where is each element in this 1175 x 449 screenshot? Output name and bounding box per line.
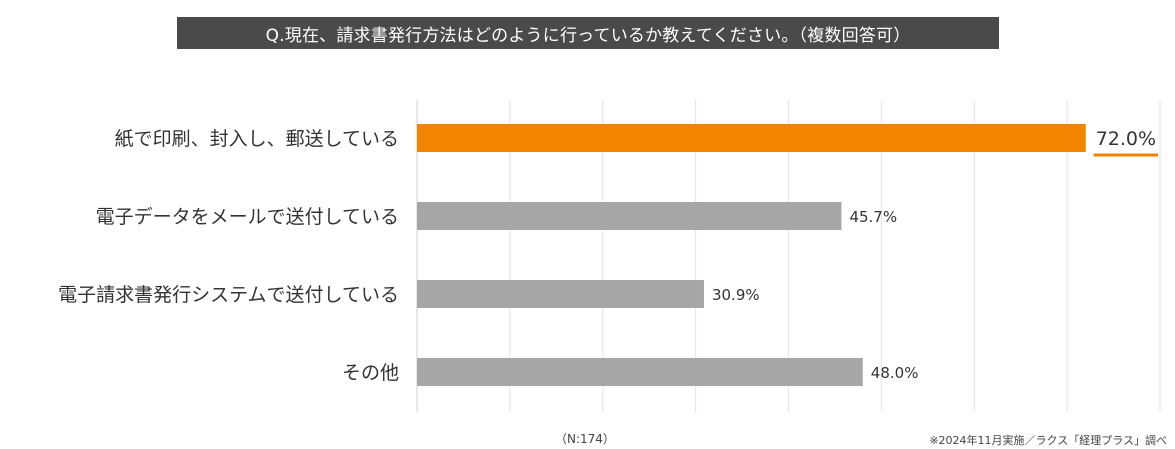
bar-highlight xyxy=(417,124,1086,152)
bar xyxy=(417,280,704,308)
category-label: 紙で印刷、封入し、郵送している xyxy=(115,128,399,150)
data-label: 48.0% xyxy=(871,364,919,382)
sample-size-note: （N:174） xyxy=(555,432,615,446)
source-note: ※2024年11月実施／ラクス「経理プラス」調べ xyxy=(929,434,1167,447)
data-label: 30.9% xyxy=(712,286,760,304)
data-label: 45.7% xyxy=(849,208,897,226)
bar xyxy=(417,358,863,386)
chart-title: Q.現在、請求書発行方法はどのように行っているか教えてください。（複数回答可） xyxy=(177,17,999,49)
category-label: その他 xyxy=(342,362,399,384)
data-label: 72.0% xyxy=(1096,128,1156,150)
category-label: 電子データをメールで送付している xyxy=(96,206,399,228)
bar xyxy=(417,202,842,230)
category-label: 電子請求書発行システムで送付している xyxy=(58,284,399,306)
